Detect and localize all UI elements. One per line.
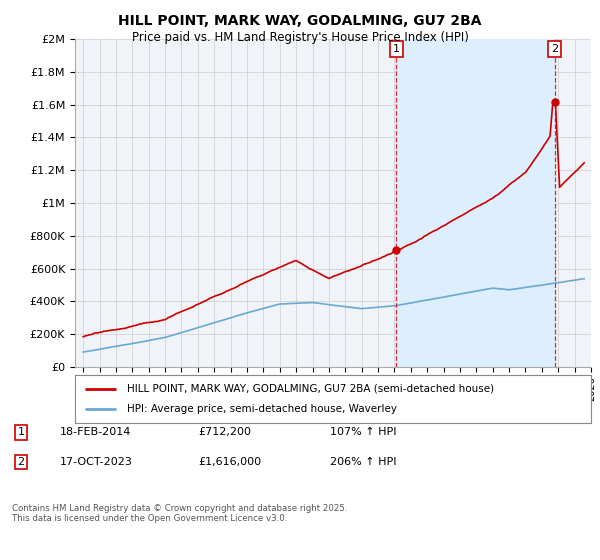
Text: 17-OCT-2023: 17-OCT-2023 [60,457,133,467]
Text: Price paid vs. HM Land Registry's House Price Index (HPI): Price paid vs. HM Land Registry's House … [131,31,469,44]
Text: 18-FEB-2014: 18-FEB-2014 [60,427,131,437]
Text: 1: 1 [393,44,400,54]
Text: £712,200: £712,200 [198,427,251,437]
Text: 206% ↑ HPI: 206% ↑ HPI [330,457,397,467]
Text: HPI: Average price, semi-detached house, Waverley: HPI: Average price, semi-detached house,… [127,404,397,414]
Text: HILL POINT, MARK WAY, GODALMING, GU7 2BA: HILL POINT, MARK WAY, GODALMING, GU7 2BA [118,14,482,28]
Text: 2: 2 [551,44,559,54]
Text: 107% ↑ HPI: 107% ↑ HPI [330,427,397,437]
Text: 2: 2 [17,457,25,467]
Text: HILL POINT, MARK WAY, GODALMING, GU7 2BA (semi-detached house): HILL POINT, MARK WAY, GODALMING, GU7 2BA… [127,384,494,394]
Bar [397,39,555,367]
Text: Contains HM Land Registry data © Crown copyright and database right 2025.
This d: Contains HM Land Registry data © Crown c… [12,504,347,524]
Text: 1: 1 [17,427,25,437]
Text: £1,616,000: £1,616,000 [198,457,261,467]
